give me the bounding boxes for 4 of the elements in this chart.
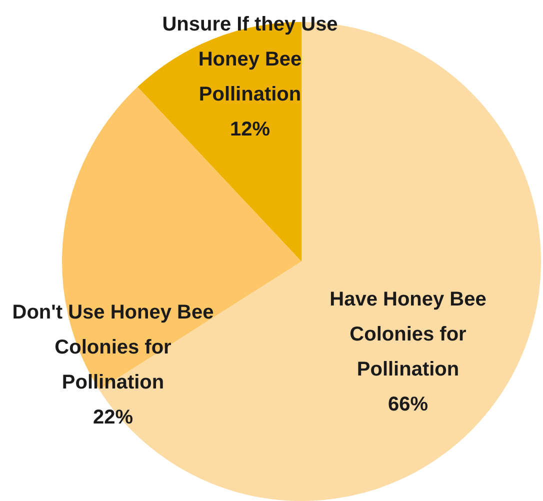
data-label: 66% — [388, 394, 428, 416]
slice-label: Have Honey Bee Colonies for Pollination — [330, 288, 486, 381]
data-label: 22% — [92, 406, 134, 429]
data-label: 12% — [230, 118, 270, 141]
